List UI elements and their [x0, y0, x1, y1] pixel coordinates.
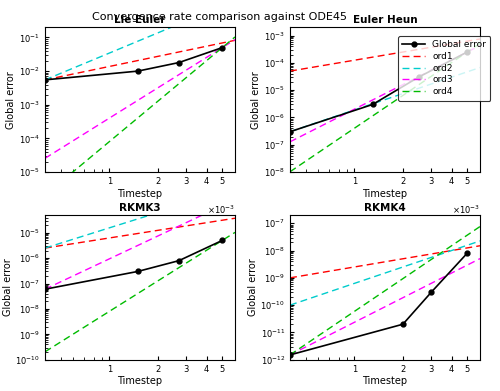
- X-axis label: Timestep: Timestep: [118, 189, 162, 199]
- Title: RKMK4: RKMK4: [364, 203, 406, 213]
- X-axis label: Timestep: Timestep: [362, 377, 408, 386]
- Text: $\times10^{-3}$: $\times10^{-3}$: [452, 204, 480, 216]
- Y-axis label: Global error: Global error: [248, 258, 258, 316]
- Y-axis label: Global error: Global error: [2, 258, 12, 316]
- X-axis label: Timestep: Timestep: [118, 377, 162, 386]
- Text: Convergence rate comparison against ODE45: Convergence rate comparison against ODE4…: [92, 12, 348, 22]
- Title: Lie Euler: Lie Euler: [114, 15, 166, 25]
- Title: RKMK3: RKMK3: [119, 203, 161, 213]
- Y-axis label: Global error: Global error: [252, 71, 262, 129]
- Text: $\times10^{-3}$: $\times10^{-3}$: [207, 204, 235, 216]
- Title: Euler Heun: Euler Heun: [352, 15, 418, 25]
- X-axis label: Timestep: Timestep: [362, 189, 408, 199]
- Legend: Global error, ord1, ord2, ord3, ord4: Global error, ord1, ord2, ord3, ord4: [398, 36, 490, 100]
- Y-axis label: Global error: Global error: [6, 71, 16, 129]
